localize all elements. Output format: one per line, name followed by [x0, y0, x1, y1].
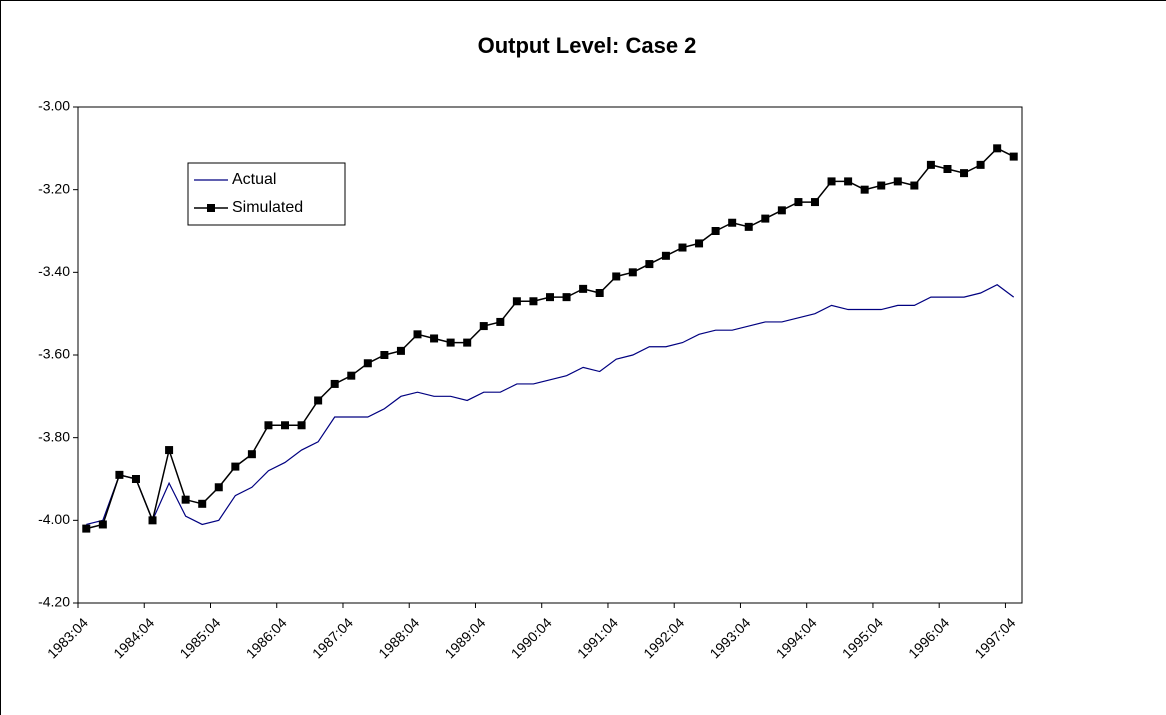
- marker: [430, 334, 439, 343]
- y-tick-label: -3.20: [38, 180, 70, 196]
- marker: [413, 330, 422, 339]
- marker: [98, 520, 107, 529]
- series-line: [86, 284, 1015, 526]
- marker: [214, 483, 223, 492]
- marker: [628, 268, 637, 277]
- marker: [844, 177, 853, 186]
- legend-marker: [207, 204, 215, 212]
- marker: [893, 177, 902, 186]
- marker: [363, 359, 372, 368]
- marker: [794, 198, 803, 207]
- marker: [645, 260, 654, 269]
- legend-box: [187, 162, 346, 226]
- marker: [82, 524, 91, 533]
- marker: [777, 206, 786, 215]
- legend-label: Actual: [232, 171, 276, 188]
- marker: [579, 284, 588, 293]
- marker: [661, 251, 670, 260]
- marker: [231, 462, 240, 471]
- marker: [396, 346, 405, 355]
- marker: [761, 214, 770, 223]
- marker: [827, 177, 836, 186]
- legend-label: Simulated: [232, 199, 303, 216]
- marker: [711, 227, 720, 235]
- marker: [926, 160, 935, 169]
- marker: [446, 338, 455, 347]
- y-tick-label: -3.00: [38, 98, 70, 114]
- marker: [810, 198, 819, 207]
- marker: [595, 289, 604, 297]
- marker: [314, 396, 323, 405]
- marker: [529, 297, 538, 306]
- y-tick-label: -3.40: [38, 263, 70, 279]
- marker: [728, 218, 737, 227]
- marker: [347, 371, 356, 380]
- marker: [148, 516, 157, 525]
- marker: [479, 322, 488, 331]
- marker: [247, 450, 256, 459]
- marker: [512, 297, 521, 306]
- marker: [976, 160, 985, 169]
- y-tick-label: -4.20: [38, 594, 70, 610]
- marker: [744, 222, 753, 231]
- marker: [678, 243, 687, 252]
- marker: [943, 165, 952, 173]
- marker: [131, 475, 140, 483]
- marker: [165, 446, 174, 455]
- marker: [993, 144, 1002, 153]
- chart-title: Output Level: Case 2: [478, 33, 697, 58]
- marker: [1009, 152, 1018, 161]
- marker: [463, 338, 472, 347]
- marker: [546, 293, 554, 302]
- y-tick-label: -4.00: [38, 511, 70, 527]
- marker: [910, 181, 919, 190]
- marker: [562, 293, 571, 302]
- marker: [695, 239, 704, 248]
- marker: [496, 317, 505, 326]
- marker: [198, 499, 207, 508]
- marker: [115, 470, 124, 479]
- marker: [380, 351, 389, 359]
- y-tick-label: -3.80: [38, 428, 70, 444]
- marker: [264, 421, 273, 430]
- marker: [877, 181, 886, 190]
- marker: [330, 379, 339, 388]
- marker: [612, 272, 621, 281]
- marker: [860, 185, 869, 194]
- y-tick-label: -3.60: [38, 346, 70, 362]
- marker: [181, 495, 190, 504]
- marker: [297, 421, 306, 430]
- marker: [281, 421, 290, 430]
- marker: [960, 169, 969, 178]
